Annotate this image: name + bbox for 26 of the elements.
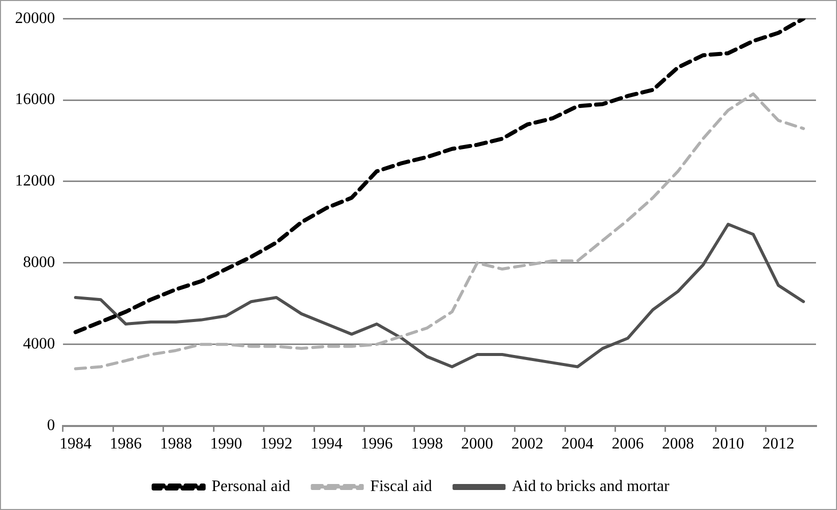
x-tick-label: 1988 xyxy=(160,436,192,453)
x-tick-label: 2004 xyxy=(562,436,594,453)
y-tick-label: 4000 xyxy=(23,336,55,353)
x-tick-label: 2006 xyxy=(612,436,644,453)
x-tick-label: 2012 xyxy=(762,436,794,453)
x-tick-label: 2002 xyxy=(511,436,544,453)
y-tick-label: 0 xyxy=(47,417,55,434)
x-tick-label: 1984 xyxy=(60,436,92,453)
x-tick-label: 1986 xyxy=(110,436,142,453)
y-tick-label: 20000 xyxy=(15,10,55,27)
x-tick-label: 1994 xyxy=(310,436,343,453)
x-tick-label: 2000 xyxy=(461,436,494,453)
line-series xyxy=(74,92,805,370)
legend-label: Fiscal aid xyxy=(370,478,432,496)
legend-label: Aid to bricks and mortar xyxy=(512,478,670,496)
y-tick-label: 16000 xyxy=(15,91,55,108)
x-tick-label: 1996 xyxy=(360,436,393,453)
x-tick-label: 1992 xyxy=(260,436,292,453)
x-tick-label: 2008 xyxy=(662,436,694,453)
x-tick-label: 1998 xyxy=(410,436,443,453)
line-series xyxy=(74,18,806,334)
legend-label: Personal aid xyxy=(212,478,290,496)
y-tick-label: 8000 xyxy=(23,254,55,272)
x-tick-label: 2010 xyxy=(712,436,744,453)
x-tick-label: 1990 xyxy=(210,436,242,453)
y-tick-label: 12000 xyxy=(15,172,55,190)
